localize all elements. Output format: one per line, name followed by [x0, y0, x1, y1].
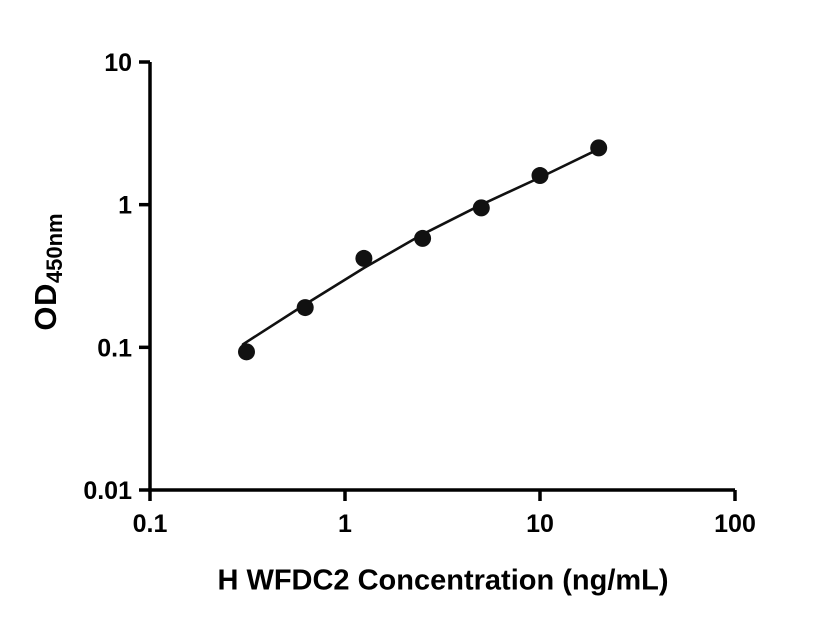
y-tick-label: 0.1 [97, 334, 132, 362]
data-point [237, 343, 255, 361]
data-point [355, 249, 373, 267]
data-point [531, 167, 549, 185]
data-point [590, 139, 608, 157]
y-axis-title-main: OD [28, 283, 63, 331]
x-tick-label: 100 [714, 510, 756, 538]
x-tick-label: 1 [338, 510, 352, 538]
y-axis-title: OD450nm [28, 213, 67, 331]
x-tick-label: 0.1 [133, 510, 168, 538]
y-tick-label: 10 [104, 49, 132, 77]
y-axis-title-subscript: 450nm [42, 213, 67, 284]
y-tick-label: 1 [118, 192, 132, 220]
y-tick-label: 0.01 [83, 477, 132, 505]
data-point [414, 229, 432, 247]
data-point [472, 199, 490, 217]
x-tick-label: 10 [526, 510, 554, 538]
x-axis-title: H WFDC2 Concentration (ng/mL) [217, 564, 669, 597]
data-point [296, 299, 314, 317]
